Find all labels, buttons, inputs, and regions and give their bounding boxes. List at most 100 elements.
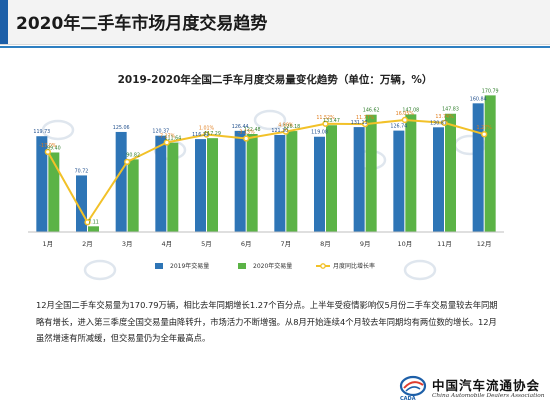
- bar-2020: [207, 138, 218, 232]
- growth-point: [44, 148, 51, 156]
- title-accent: [0, 0, 8, 44]
- growth-label: 4.00%: [278, 123, 294, 129]
- bar-2019: [195, 139, 206, 232]
- bar-2020: [246, 134, 258, 232]
- growth-label: 16.05%: [396, 111, 415, 117]
- growth-point: [481, 131, 488, 138]
- x-tick-label: 3月: [122, 240, 133, 248]
- growth-point: [163, 139, 170, 146]
- growth-label: 1.27%: [477, 125, 493, 131]
- bar-label-2019: 116.11: [192, 132, 209, 138]
- bar-label-2020: 170.79: [482, 88, 499, 94]
- bar-label-2020: 99.40: [47, 145, 61, 151]
- bar-label-2019: 125.06: [113, 125, 130, 131]
- title-divider: [0, 46, 550, 48]
- watermark-icon: [403, 259, 437, 281]
- legend-label: 月度同比增长率: [333, 262, 375, 270]
- bar-2020: [326, 125, 337, 232]
- x-tick-label: 4月: [162, 240, 173, 248]
- bar-label-2020: 126.18: [283, 124, 300, 130]
- bar-2020: [286, 131, 298, 232]
- cada-logo-icon: [399, 375, 427, 397]
- growth-label: -3.13%: [238, 129, 255, 135]
- bar-2020: [445, 113, 456, 232]
- bar-label-2019: 119.08: [311, 130, 328, 136]
- bar-label-2020: 147.08: [402, 107, 419, 113]
- legend-swatch: [155, 263, 163, 269]
- chart-title: 2019-2020年全国二手车月度交易量变化趋势（单位：万辆，%）: [117, 74, 433, 86]
- bar-2020: [167, 142, 179, 232]
- cada-name-cn: 中国汽车流通协会: [432, 378, 541, 393]
- bar-2020: [48, 152, 60, 232]
- x-tick-label: 5月: [201, 240, 212, 248]
- growth-point: [243, 135, 250, 142]
- growth-label: 11.52%: [316, 115, 335, 121]
- bar-label-2019: 121.30: [271, 128, 288, 134]
- bar-label-2020: 147.83: [442, 107, 459, 113]
- bar-2019: [76, 175, 87, 232]
- x-tick-label: 10月: [397, 240, 412, 248]
- bar-2019: [115, 131, 127, 232]
- bar-2020: [88, 226, 99, 232]
- bars: [36, 95, 496, 232]
- growth-point: [322, 120, 329, 127]
- growth-point: [282, 128, 289, 135]
- growth-point: [203, 131, 210, 138]
- bar-2020: [365, 114, 377, 232]
- watermark-icon: [83, 259, 117, 281]
- cada-name-en: China Automobile Dealers Association: [432, 393, 545, 399]
- chart: 119.73 99.40 70.72 7.11 125.06 90.82 120.37111…: [28, 88, 504, 281]
- bar-label-2020: 133.47: [323, 118, 340, 124]
- bar-label-2019: 126.44: [232, 124, 249, 130]
- x-tick-label: 9月: [360, 240, 371, 248]
- bar-label-2019: 70.72: [75, 168, 89, 174]
- growth-label: 1.01%: [199, 125, 215, 131]
- labels: 119.73 99.40 70.72 7.11 125.06 90.82 120.37111…: [33, 88, 498, 225]
- bar-label-2020: 146.62: [363, 108, 380, 114]
- cada-abbr: CADA: [400, 396, 416, 402]
- growth-point: [84, 219, 91, 226]
- bar-2020: [405, 114, 417, 232]
- bar-label-2019: 160.84: [470, 96, 487, 102]
- growth-point: [362, 120, 369, 128]
- bar-2019: [36, 136, 48, 232]
- bar-2020: [484, 95, 496, 232]
- legend-label: 2020年交易量: [253, 262, 292, 270]
- watermark-icon: [253, 109, 287, 131]
- bar-2019: [393, 130, 405, 232]
- growth-point: [401, 116, 408, 124]
- bar-label-2020: 111.64: [164, 136, 181, 142]
- watermark-icon: [41, 119, 75, 141]
- x-tick-label: 2月: [82, 240, 93, 248]
- growth-label: 13.74%: [435, 114, 454, 120]
- bar-2020: [127, 159, 139, 232]
- x-tick-label: 1月: [43, 240, 54, 248]
- legend-swatch: [238, 263, 246, 269]
- bar-label-2019: 120.37: [152, 129, 169, 135]
- legend-label: 2019年交易量: [170, 262, 209, 270]
- growth-point: [124, 158, 131, 166]
- growth-line: [46, 118, 485, 224]
- x-tick-label: 11月: [437, 240, 452, 248]
- x-tick-label: 6月: [241, 240, 252, 248]
- growth-label: -7.27%: [158, 133, 175, 139]
- bar-2019: [353, 127, 365, 232]
- x-tick-label: 8月: [320, 240, 331, 248]
- bar-label-2020: 7.11: [88, 219, 99, 225]
- legend: 2019年交易量 2020年交易量 月度同比增长率: [155, 262, 375, 270]
- bar-2019: [472, 103, 484, 232]
- bar-label-2020: 90.82: [126, 152, 140, 158]
- growth-line-layer: [44, 116, 488, 226]
- legend-marker: [320, 263, 326, 269]
- bar-label-2020: 122.48: [244, 127, 261, 133]
- x-tick-label: 12月: [477, 240, 492, 248]
- bar-label-2019: 126.74: [390, 124, 407, 130]
- growth-label: 11.77%: [356, 115, 375, 121]
- bar-2019: [155, 135, 167, 232]
- x-tick-label: 7月: [281, 240, 292, 248]
- bar-label-2019: 130.87: [430, 120, 447, 126]
- title-bar: 2020年二手车市场月度交易趋势: [0, 0, 550, 45]
- caption: 12月全国二手车交易量为170.79万辆，相比去年同期增长1.27个百分点。上半…: [36, 300, 498, 343]
- bar-label-2019: 131.13: [351, 120, 368, 126]
- growth-label: -17.0%: [39, 143, 56, 149]
